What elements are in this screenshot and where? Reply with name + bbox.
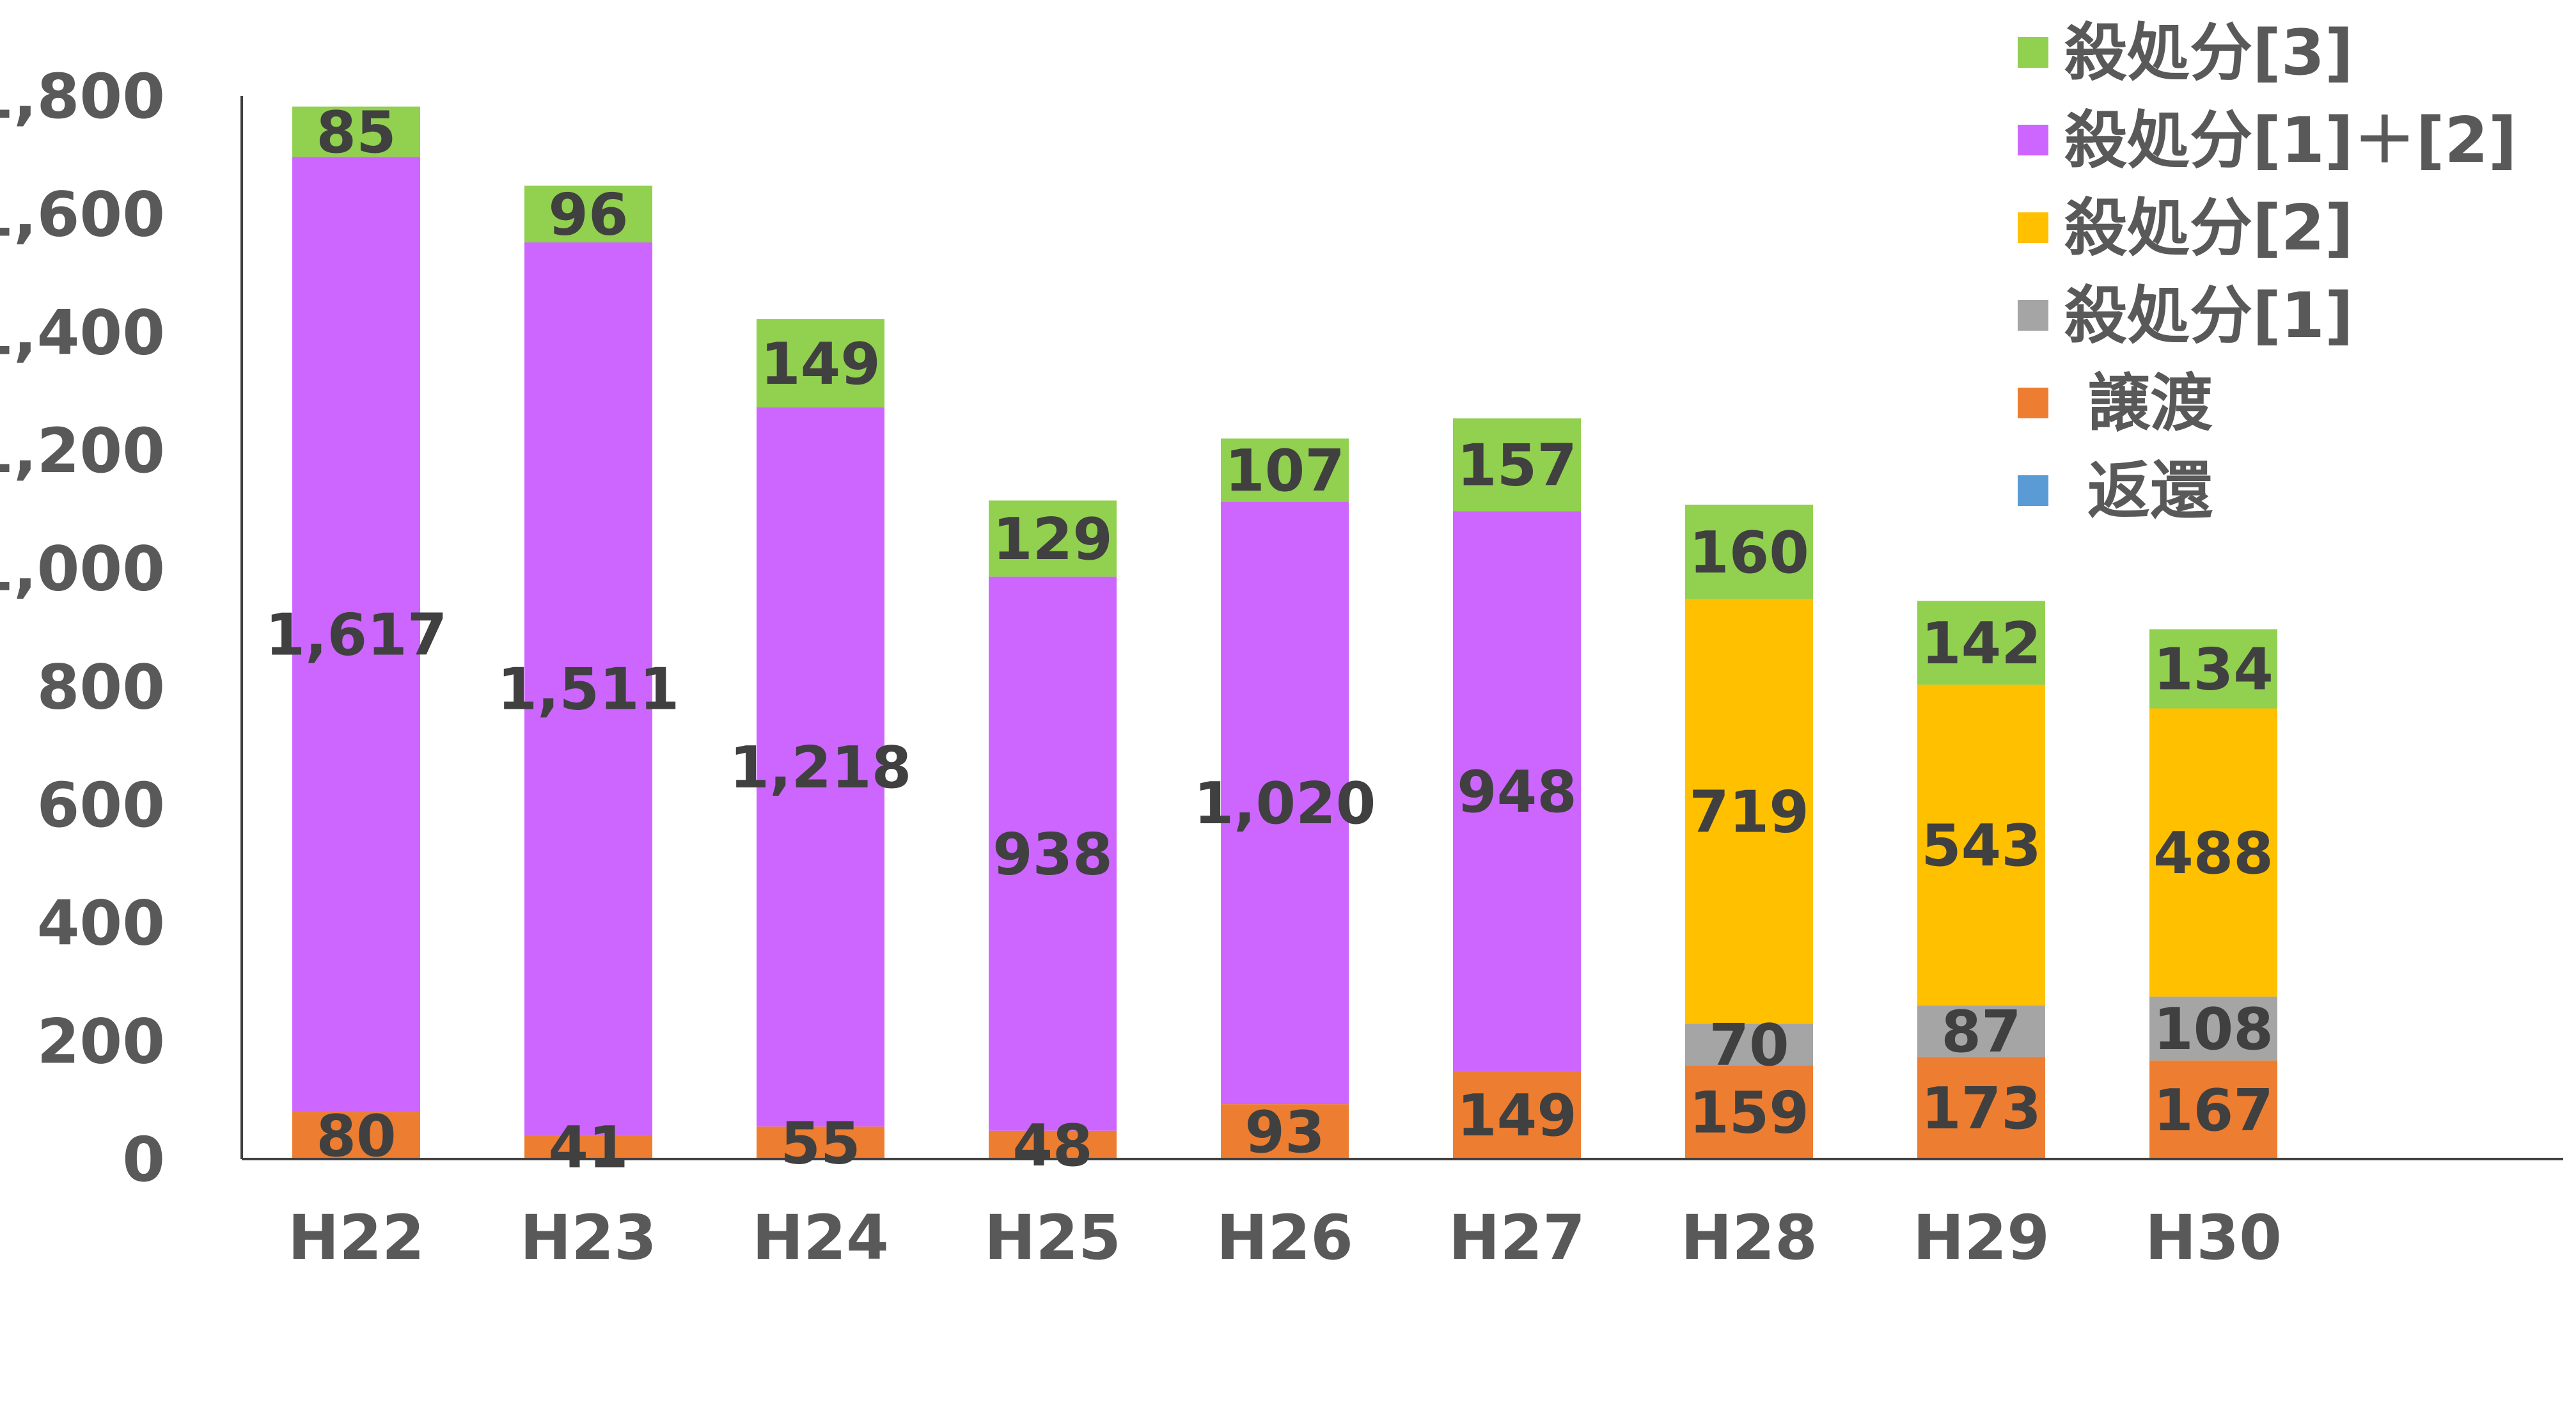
data-label: 48 bbox=[1012, 1112, 1092, 1180]
bar-segment bbox=[1453, 511, 1581, 1071]
data-label: 107 bbox=[1225, 438, 1345, 505]
legend-label: 殺処分[3] bbox=[2064, 17, 2353, 90]
bar-segment bbox=[2149, 1060, 2277, 1159]
legend-swatch bbox=[2018, 475, 2048, 506]
x-axis-labels: H22 H23 H24 H25 H26 H27 H28 H29 H30 bbox=[288, 1202, 2282, 1274]
data-label: 173 bbox=[1921, 1075, 2041, 1142]
data-label: 85 bbox=[316, 99, 396, 166]
y-tick-label: 400 bbox=[37, 888, 165, 959]
bar-segment bbox=[1453, 418, 1581, 512]
y-tick-label: 1,800 bbox=[0, 61, 165, 132]
x-tick-label: H24 bbox=[752, 1202, 889, 1274]
data-label: 948 bbox=[1457, 759, 1577, 826]
y-tick-label: 600 bbox=[37, 770, 165, 841]
bar-segment bbox=[1685, 1023, 1813, 1066]
y-axis-labels: 0 200 400 600 800 1,000 1,200 1,400 1,600 1,800 bbox=[0, 61, 165, 1196]
data-label: 134 bbox=[2153, 636, 2274, 704]
bar-segment bbox=[2149, 997, 2277, 1061]
data-label: 149 bbox=[1457, 1082, 1577, 1149]
y-tick-label: 1,000 bbox=[0, 533, 165, 605]
bars bbox=[292, 106, 2277, 1159]
legend-swatch bbox=[2018, 300, 2048, 331]
y-tick-label: 800 bbox=[37, 651, 165, 723]
bar-segment bbox=[1917, 1057, 2045, 1159]
bar-segment bbox=[757, 407, 884, 1127]
data-label: 1,020 bbox=[1194, 770, 1376, 837]
bar-segment bbox=[1221, 1104, 1349, 1159]
legend-label: 殺処分[1] bbox=[2064, 280, 2353, 352]
data-label: 129 bbox=[993, 506, 1113, 573]
data-label: 488 bbox=[2153, 820, 2274, 887]
data-label: 1,617 bbox=[265, 602, 448, 669]
data-label: 719 bbox=[1689, 779, 1809, 846]
data-label: 55 bbox=[780, 1110, 860, 1178]
bar-segment bbox=[2149, 708, 2277, 997]
bar-segment bbox=[2149, 629, 2277, 709]
bar-segment bbox=[1685, 504, 1813, 599]
data-label: 142 bbox=[1921, 610, 2041, 677]
legend-swatch bbox=[2018, 125, 2048, 155]
legend-label: 譲渡 bbox=[2087, 367, 2213, 440]
bar-segment bbox=[292, 1112, 420, 1159]
x-tick-label: H26 bbox=[1216, 1202, 1353, 1274]
data-label: 938 bbox=[993, 821, 1113, 888]
x-tick-label: H25 bbox=[984, 1202, 1121, 1274]
data-label: 96 bbox=[548, 182, 628, 249]
x-tick-label: H30 bbox=[2145, 1202, 2282, 1274]
bar-segment bbox=[292, 106, 420, 157]
bar-segment bbox=[989, 500, 1117, 577]
bar-segment bbox=[1917, 1005, 2045, 1057]
data-label: 167 bbox=[2153, 1077, 2274, 1144]
bar-segment bbox=[292, 157, 420, 1112]
legend-swatch bbox=[2018, 388, 2048, 418]
data-label: 87 bbox=[1941, 999, 2021, 1066]
data-label: 543 bbox=[1921, 812, 2041, 880]
legend-label: 殺処分[2] bbox=[2064, 192, 2353, 265]
bar-segment bbox=[524, 242, 652, 1135]
y-tick-label: 1,400 bbox=[0, 297, 165, 368]
data-label: 149 bbox=[760, 331, 881, 398]
bar-segment bbox=[1685, 1065, 1813, 1159]
data-label: 1,511 bbox=[498, 656, 680, 723]
x-tick-label: H28 bbox=[1681, 1202, 1818, 1274]
x-tick-label: H27 bbox=[1449, 1202, 1585, 1274]
data-label: 157 bbox=[1457, 432, 1577, 500]
bar-segment bbox=[1221, 438, 1349, 502]
data-label: 108 bbox=[2153, 996, 2274, 1063]
x-tick-label: H22 bbox=[288, 1202, 425, 1274]
bar-segment bbox=[1917, 684, 2045, 1006]
y-tick-label: 1,600 bbox=[0, 179, 165, 251]
data-label: 70 bbox=[1709, 1012, 1789, 1079]
x-tick-label: H29 bbox=[1913, 1202, 2050, 1274]
y-tick-label: 1,200 bbox=[0, 415, 165, 487]
data-label: 93 bbox=[1245, 1099, 1324, 1166]
bar-segment bbox=[989, 1130, 1117, 1159]
legend-label: 返還 bbox=[2087, 455, 2213, 528]
bar-segment bbox=[524, 186, 652, 242]
data-label: 41 bbox=[548, 1114, 628, 1181]
data-label: 160 bbox=[1689, 519, 1809, 587]
bar-segment bbox=[1917, 601, 2045, 685]
bar-segment bbox=[1453, 1071, 1581, 1159]
x-tick-label: H23 bbox=[520, 1202, 657, 1274]
bar-segment bbox=[757, 1126, 884, 1159]
data-labels: 801,61785411,51196551,21814948938129931,… bbox=[265, 99, 2274, 1181]
bar-segment bbox=[524, 1135, 652, 1159]
bar-segment bbox=[989, 576, 1117, 1131]
y-tick-label: 0 bbox=[122, 1124, 165, 1196]
legend-swatch bbox=[2018, 37, 2048, 68]
y-tick-label: 200 bbox=[37, 1006, 165, 1077]
data-label: 159 bbox=[1689, 1080, 1809, 1147]
legend-swatch bbox=[2018, 212, 2048, 243]
bar-segment bbox=[1685, 599, 1813, 1024]
data-label: 1,218 bbox=[730, 734, 912, 801]
bar-segment bbox=[757, 319, 884, 407]
bar-segment bbox=[1221, 501, 1349, 1105]
legend-label: 殺処分[1]＋[2] bbox=[2064, 104, 2517, 177]
